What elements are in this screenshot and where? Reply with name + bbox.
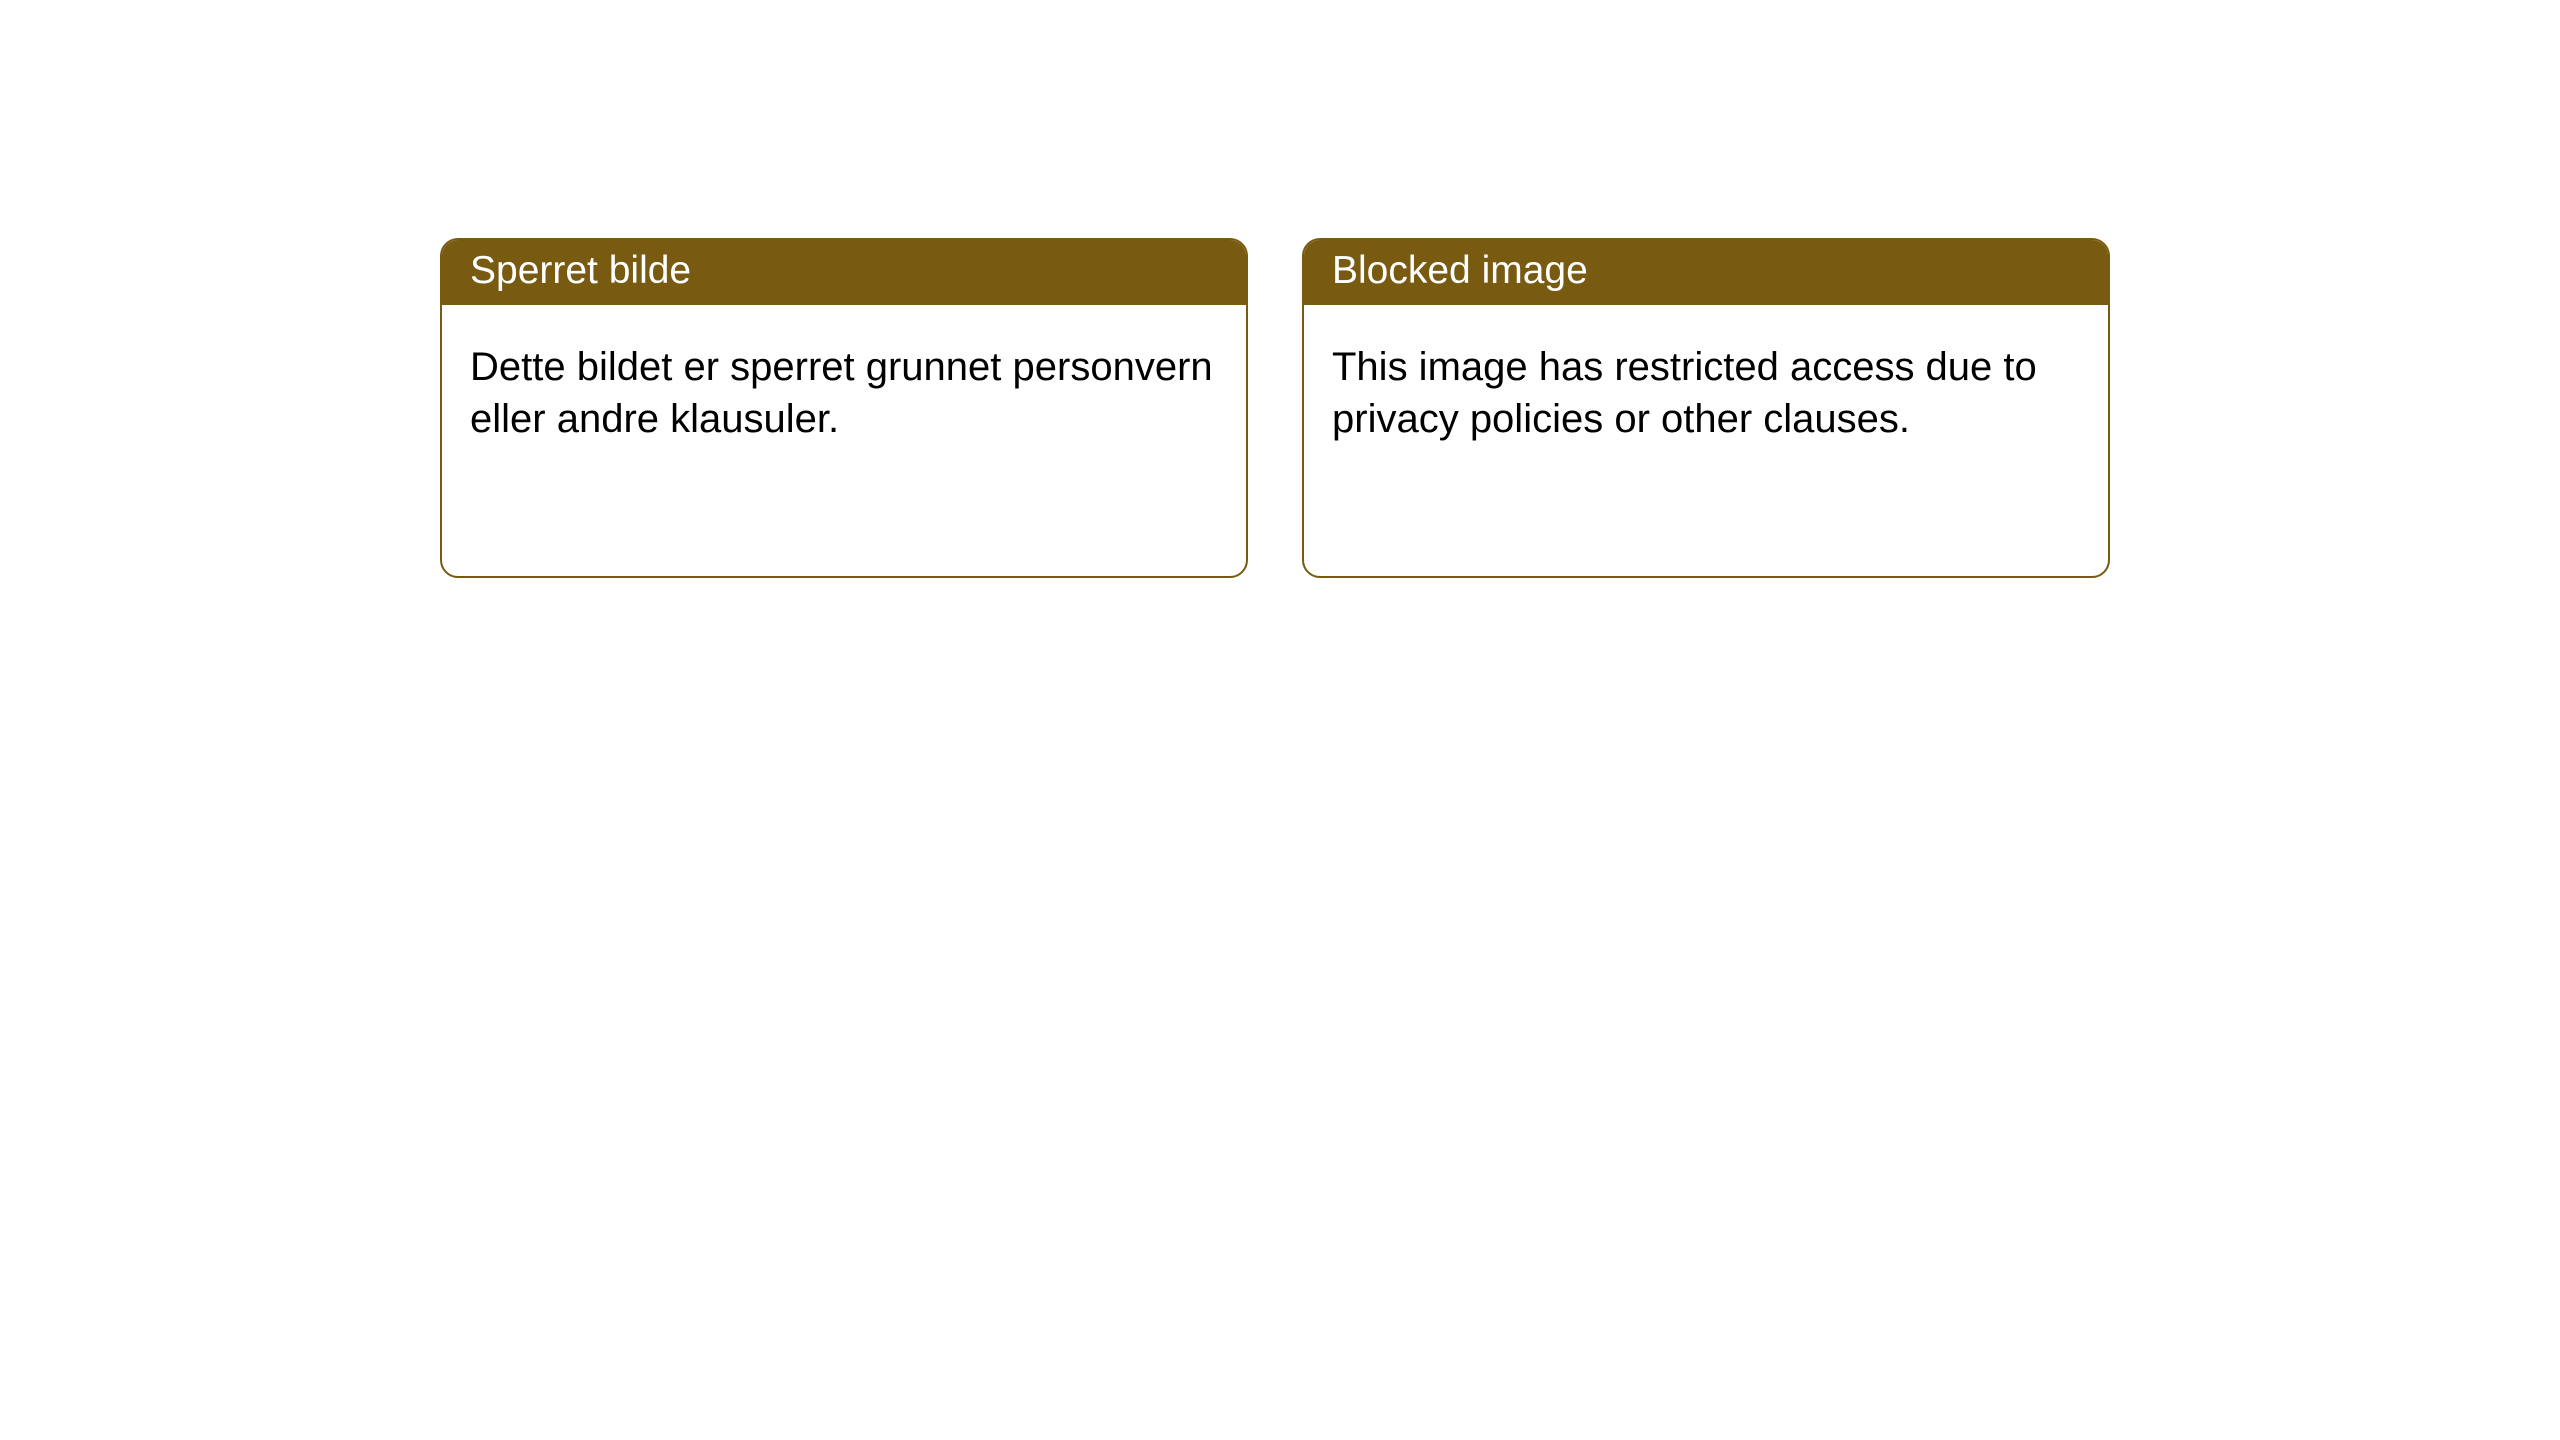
notice-card-norwegian: Sperret bilde Dette bildet er sperret gr… [440,238,1248,578]
notice-container: Sperret bilde Dette bildet er sperret gr… [0,0,2560,578]
notice-header: Sperret bilde [442,240,1246,305]
notice-body: Dette bildet er sperret grunnet personve… [442,305,1246,481]
notice-header: Blocked image [1304,240,2108,305]
notice-card-english: Blocked image This image has restricted … [1302,238,2110,578]
notice-body: This image has restricted access due to … [1304,305,2108,481]
